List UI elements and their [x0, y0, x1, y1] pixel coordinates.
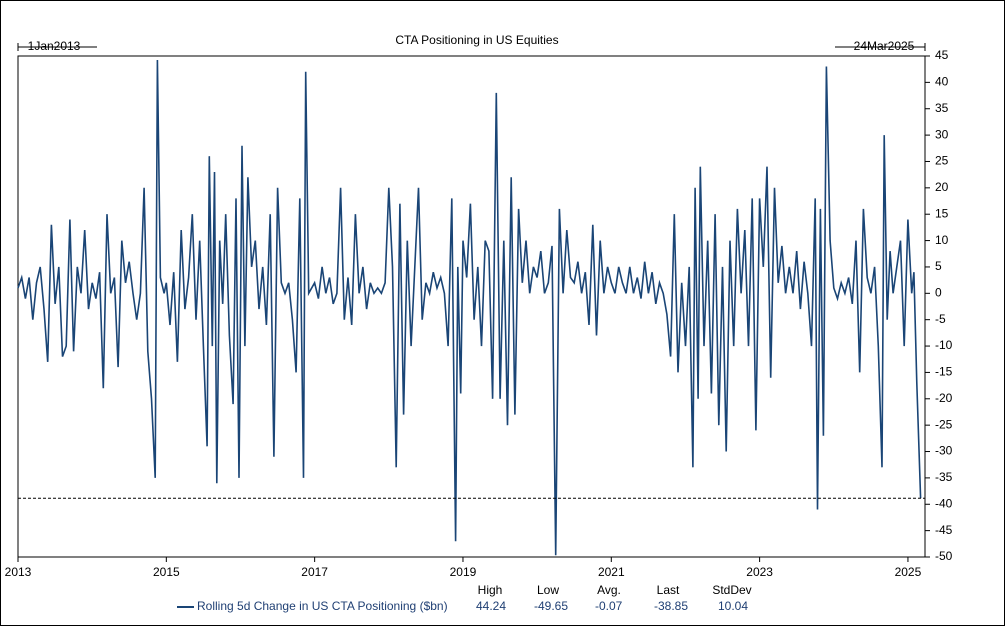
- stat-value: -38.85: [654, 599, 688, 613]
- y-tick-label: -5: [935, 312, 946, 326]
- y-tick-label: 0: [935, 285, 942, 299]
- y-tick-label: 20: [935, 180, 949, 194]
- stat-label: Avg.: [597, 583, 621, 597]
- x-tick-label: 2021: [598, 565, 625, 579]
- y-tick-label: -15: [935, 365, 953, 379]
- y-tick-label: 30: [935, 127, 949, 141]
- x-tick-label: 2015: [153, 565, 180, 579]
- y-tick-label: -45: [935, 523, 953, 537]
- y-tick-label: 35: [935, 101, 949, 115]
- legend-label: Rolling 5d Change in US CTA Positioning …: [197, 599, 448, 613]
- data-line: [17, 59, 922, 556]
- y-tick-label: -35: [935, 470, 953, 484]
- y-tick-label: -25: [935, 417, 953, 431]
- plot-area: [17, 55, 926, 558]
- y-tick-label: 45: [935, 48, 949, 62]
- stat-value: 10.04: [718, 599, 748, 613]
- start-date: 1Jan2013: [28, 39, 81, 53]
- stat-label: Low: [537, 583, 559, 597]
- y-tick-label: 25: [935, 154, 949, 168]
- stat-value: 44.24: [476, 599, 506, 613]
- y-tick-label: -20: [935, 391, 953, 405]
- y-tick-label: 5: [935, 259, 942, 273]
- end-date: 24Mar2025: [854, 39, 915, 53]
- y-tick-label: 15: [935, 206, 949, 220]
- x-tick-label: 2025: [895, 565, 922, 579]
- x-tick-label: 2017: [301, 565, 328, 579]
- y-tick-label: 10: [935, 233, 949, 247]
- stat-value: -0.07: [595, 599, 623, 613]
- y-tick-label: 40: [935, 75, 949, 89]
- stat-label: High: [478, 583, 503, 597]
- y-tick-label: -40: [935, 496, 953, 510]
- x-tick-label: 2023: [746, 565, 773, 579]
- stat-label: Last: [657, 583, 680, 597]
- x-tick-label: 2013: [5, 565, 32, 579]
- chart-title: CTA Positioning in US Equities: [395, 33, 558, 47]
- stat-label: StdDev: [712, 583, 751, 597]
- y-tick-label: -50: [935, 549, 953, 563]
- stat-value: -49.65: [534, 599, 568, 613]
- y-tick-label: -10: [935, 338, 953, 352]
- x-tick-label: 2019: [450, 565, 477, 579]
- y-tick-label: -30: [935, 444, 953, 458]
